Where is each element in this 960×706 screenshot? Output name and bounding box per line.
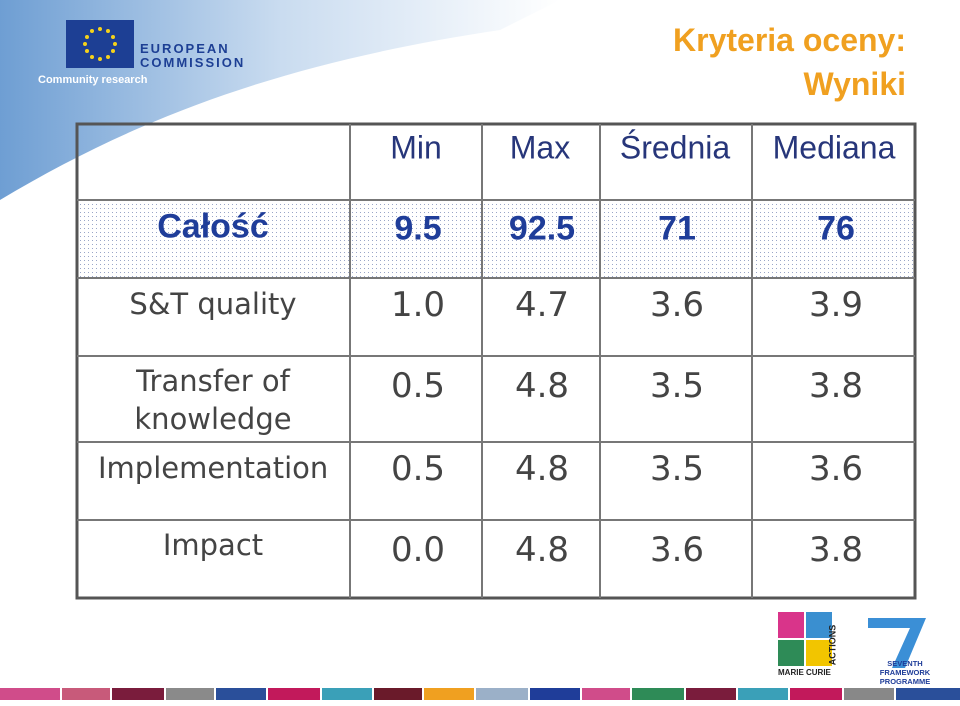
mc-actions: ACTIONS xyxy=(827,624,838,666)
title: Wyniki xyxy=(803,66,906,102)
cell-value: 71 xyxy=(658,209,696,248)
cell-value: 3.8 xyxy=(808,366,864,406)
row-label: Implementation xyxy=(98,451,329,485)
cell-value: 0.5 xyxy=(390,366,446,406)
logo-text: EUROPEAN COMMISSION xyxy=(140,42,245,70)
row-label: Transfer of knowledge xyxy=(134,364,292,436)
logo-line: EUROPEAN xyxy=(140,41,230,56)
logo-subtitle: Community research xyxy=(38,74,148,86)
row-label: Impact xyxy=(162,528,264,562)
table-grid xyxy=(75,122,917,600)
fp7-line: PROGRAMME xyxy=(879,677,931,686)
cell-value: 92.5 xyxy=(508,209,576,248)
cell-value: 0.5 xyxy=(390,449,446,489)
marie-curie-logo xyxy=(778,612,832,666)
fp7-logo xyxy=(868,618,926,668)
cell-value: 9.5 xyxy=(394,209,442,248)
column-header: Średnia xyxy=(619,129,731,166)
cell-value: 3.8 xyxy=(808,530,864,570)
column-header: Min xyxy=(390,129,442,166)
cell-value: 3.6 xyxy=(808,449,864,489)
cell-value: 1.0 xyxy=(390,285,446,325)
fp7-line: SEVENTH FRAMEWORK xyxy=(879,659,931,677)
swoosh xyxy=(0,0,560,200)
cell-value: 3.6 xyxy=(649,285,705,325)
fp7-text: SEVENTH FRAMEWORK PROGRAMME xyxy=(862,659,948,686)
cell-value: 0.0 xyxy=(390,530,446,570)
cell-value: 3.6 xyxy=(649,530,705,570)
highlight-row xyxy=(80,200,916,278)
row-label: Całość xyxy=(157,207,269,246)
column-header: Max xyxy=(509,129,571,166)
eu-stars xyxy=(83,27,117,61)
mc-name: MARIE CURIE xyxy=(778,668,831,677)
title: Kryteria oceny: xyxy=(673,22,906,58)
cell-value: 4.8 xyxy=(514,530,570,570)
cell-value: 4.8 xyxy=(514,449,570,489)
cell-value: 3.9 xyxy=(808,285,864,325)
logo-line: COMMISSION xyxy=(140,55,246,70)
row-label: S&T quality xyxy=(129,287,297,321)
column-header: Mediana xyxy=(772,129,896,166)
cell-value: 4.8 xyxy=(514,366,570,406)
cell-value: 3.5 xyxy=(649,449,705,489)
footer-stripe xyxy=(0,688,960,700)
cell-value: 76 xyxy=(817,209,855,248)
cell-value: 4.7 xyxy=(514,285,570,325)
cell-value: 3.5 xyxy=(649,366,705,406)
